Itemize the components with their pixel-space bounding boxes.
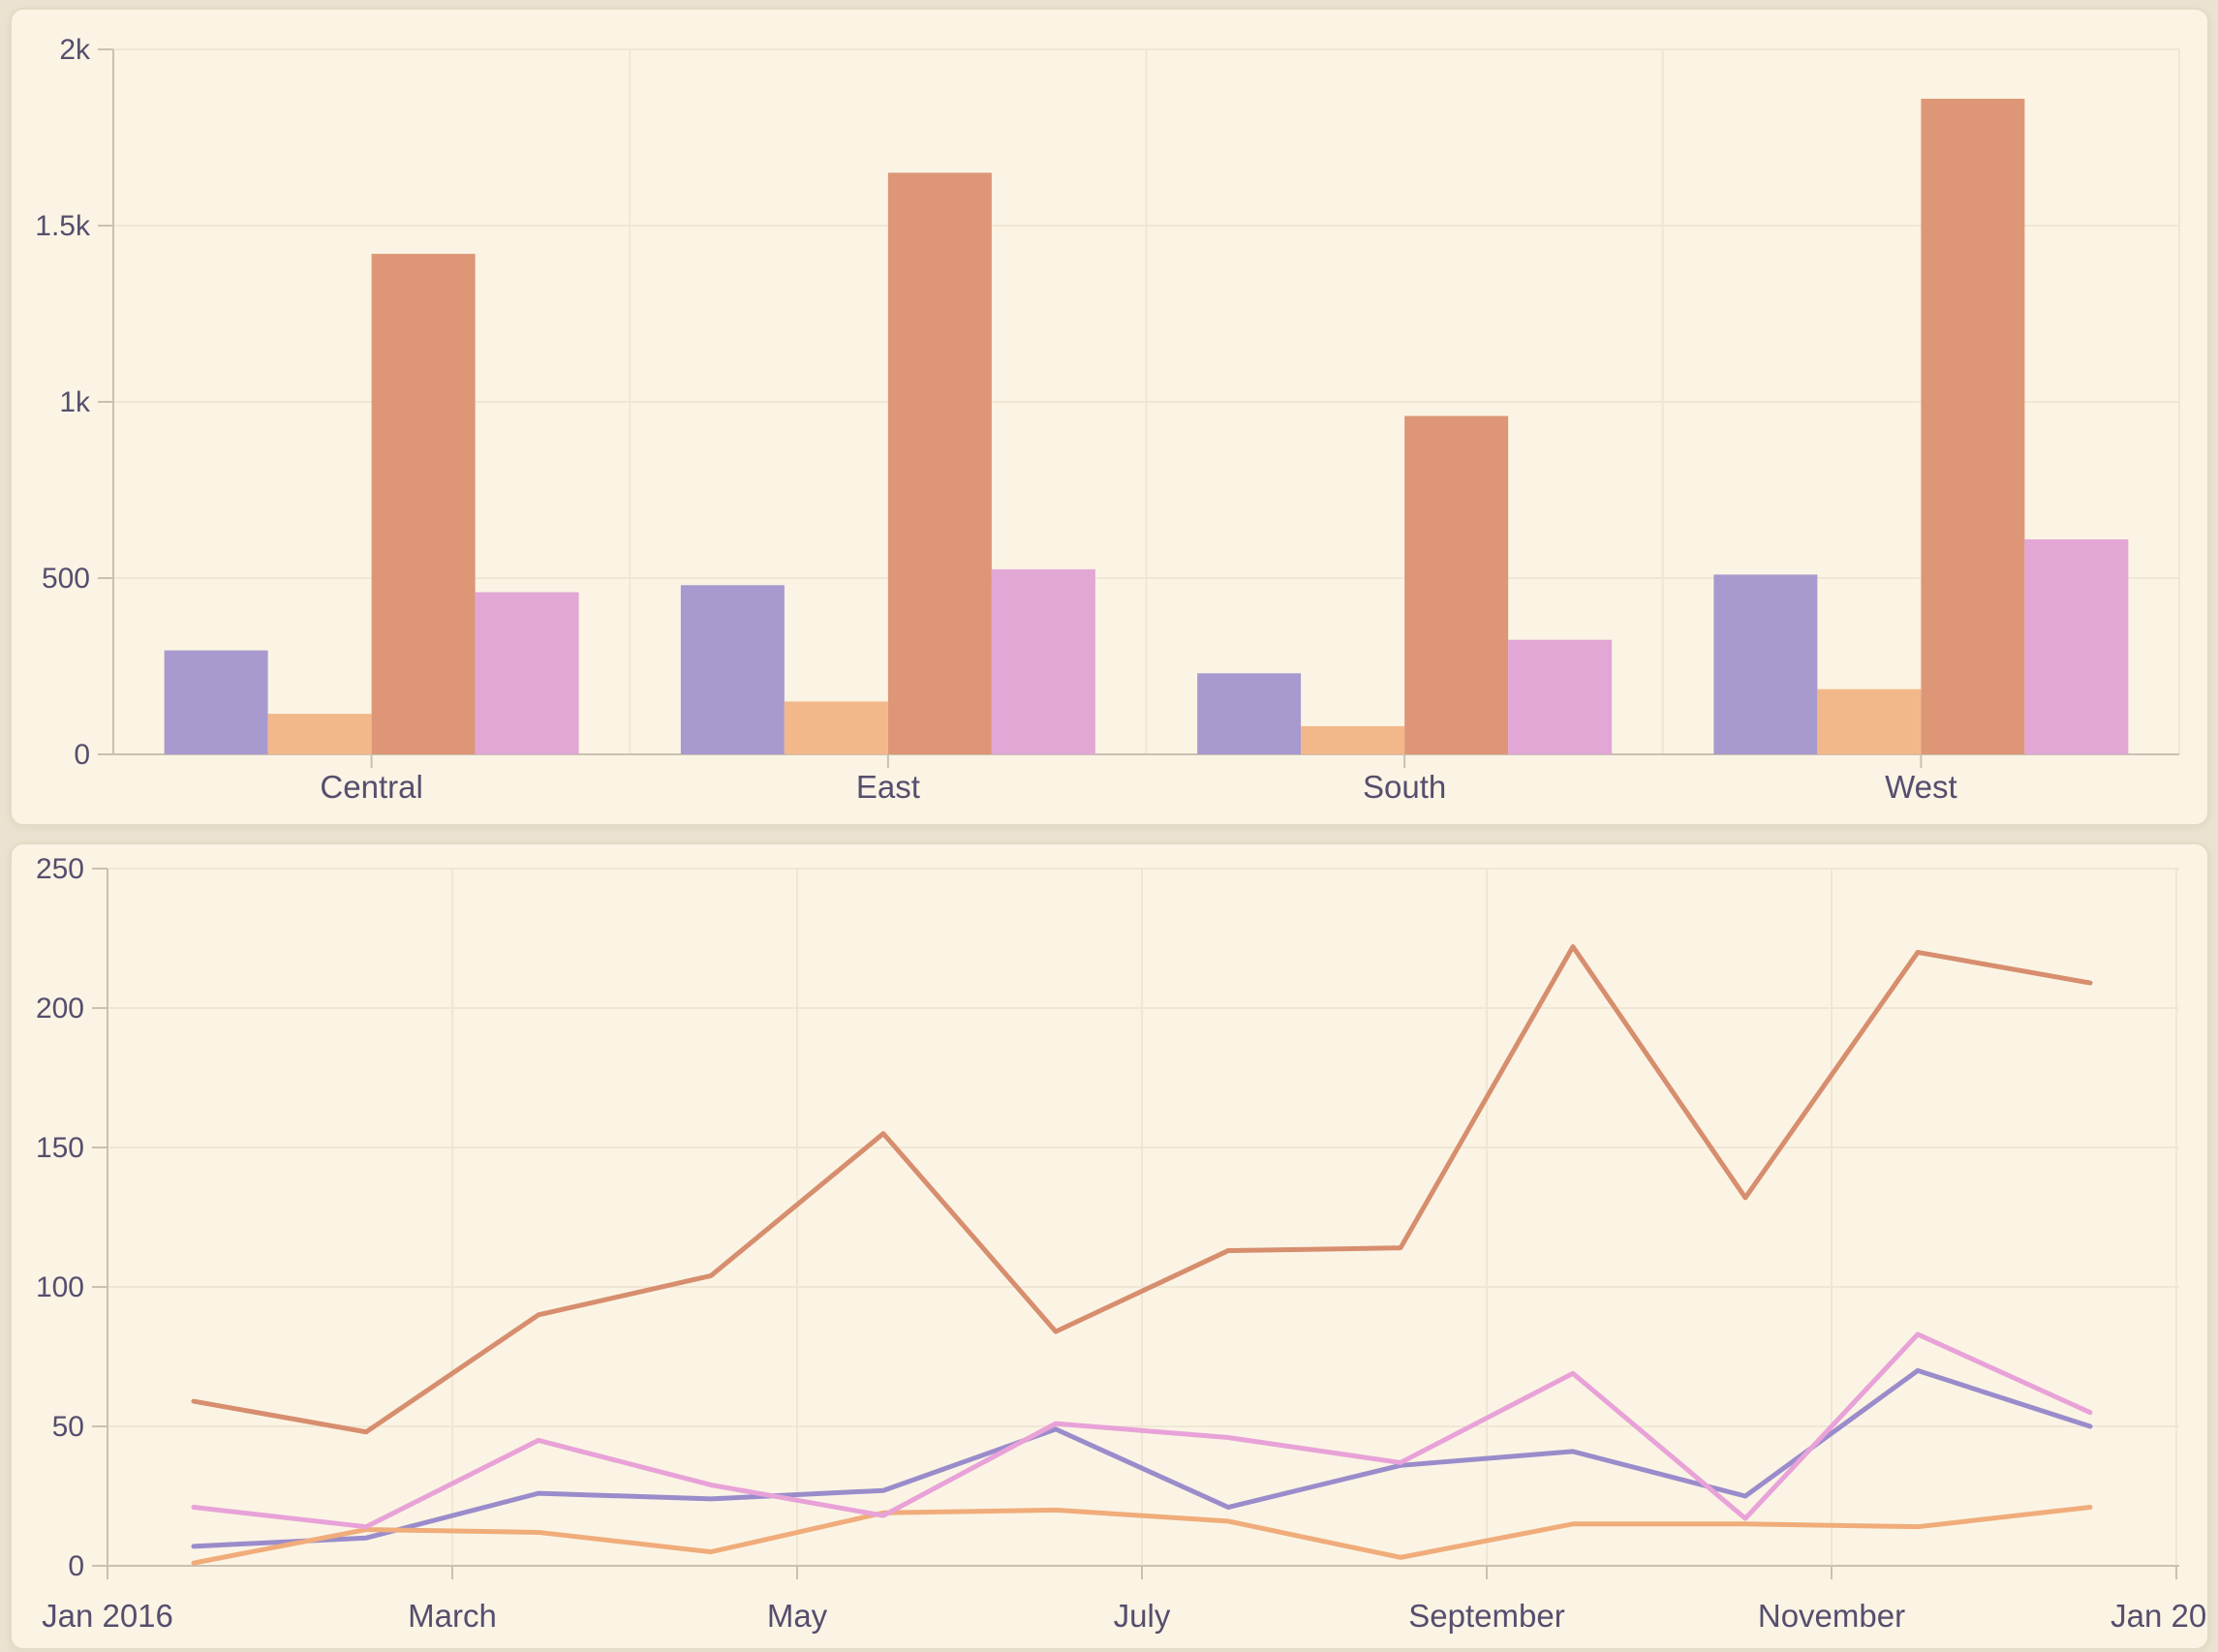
x-axis-label: July: [1114, 1598, 1171, 1634]
bar-west-light-orange[interactable]: [1817, 688, 1922, 754]
bar-central-pink[interactable]: [475, 592, 579, 754]
y-tick-label: 50: [52, 1411, 84, 1443]
bar-south-purple[interactable]: [1197, 673, 1302, 754]
bar-east-light-orange[interactable]: [784, 701, 888, 754]
x-category-label: East: [856, 769, 920, 805]
y-tick-label: 0: [68, 1550, 84, 1582]
line-salmon[interactable]: [191, 944, 2093, 1435]
bar-chart-panel: 0 500 1k 1.5k 2k Central East South West: [10, 8, 2209, 826]
x-axis-label: November: [1758, 1598, 1905, 1634]
x-category-label: Central: [320, 769, 422, 805]
y-tick-label: 500: [42, 563, 90, 595]
line-pink[interactable]: [191, 1331, 2093, 1530]
y-tick-label: 150: [36, 1132, 84, 1164]
bar-east-pink[interactable]: [991, 568, 1095, 754]
y-tick-label: 250: [36, 853, 84, 885]
x-category-label: West: [1885, 769, 1957, 805]
y-tick-label: 100: [36, 1271, 84, 1303]
line-light-orange[interactable]: [191, 1505, 2093, 1566]
y-tick-label: 1k: [59, 386, 91, 418]
bar-east-purple[interactable]: [680, 585, 785, 754]
bar-chart: 0 500 1k 1.5k 2k Central East South West: [35, 34, 2180, 805]
line-chart: 0 50 100 150 200 250 Jan 2016 March May July Septe…: [36, 853, 2209, 1634]
bar-west-pink[interactable]: [2024, 538, 2129, 754]
line-chart-panel: 0 50 100 150 200 250 Jan 2016 March May July Septe…: [10, 842, 2209, 1650]
bar-central-salmon[interactable]: [371, 254, 476, 754]
x-axis-label: May: [767, 1598, 828, 1634]
line-purple[interactable]: [191, 1367, 2093, 1549]
bar-west-salmon[interactable]: [1921, 98, 2025, 754]
x-axis-label: September: [1408, 1598, 1564, 1634]
y-tick-label: 0: [74, 739, 90, 771]
y-tick-label: 1.5k: [35, 210, 91, 242]
bar-south-pink[interactable]: [1508, 639, 1613, 754]
bar-west-purple[interactable]: [1713, 574, 1818, 754]
x-category-label: South: [1363, 769, 1446, 805]
x-axis-label: March: [408, 1598, 497, 1634]
bar-central-light-orange[interactable]: [267, 714, 372, 754]
bar-east-salmon[interactable]: [887, 172, 992, 754]
bar-south-light-orange[interactable]: [1301, 725, 1405, 754]
bar-south-salmon[interactable]: [1404, 415, 1509, 754]
x-axis-label: Jan 2016: [42, 1598, 173, 1634]
y-tick-label: 2k: [59, 34, 91, 66]
bar-central-purple[interactable]: [164, 650, 268, 754]
x-axis-label: Jan 2017: [2110, 1598, 2209, 1634]
y-tick-label: 200: [36, 993, 84, 1025]
